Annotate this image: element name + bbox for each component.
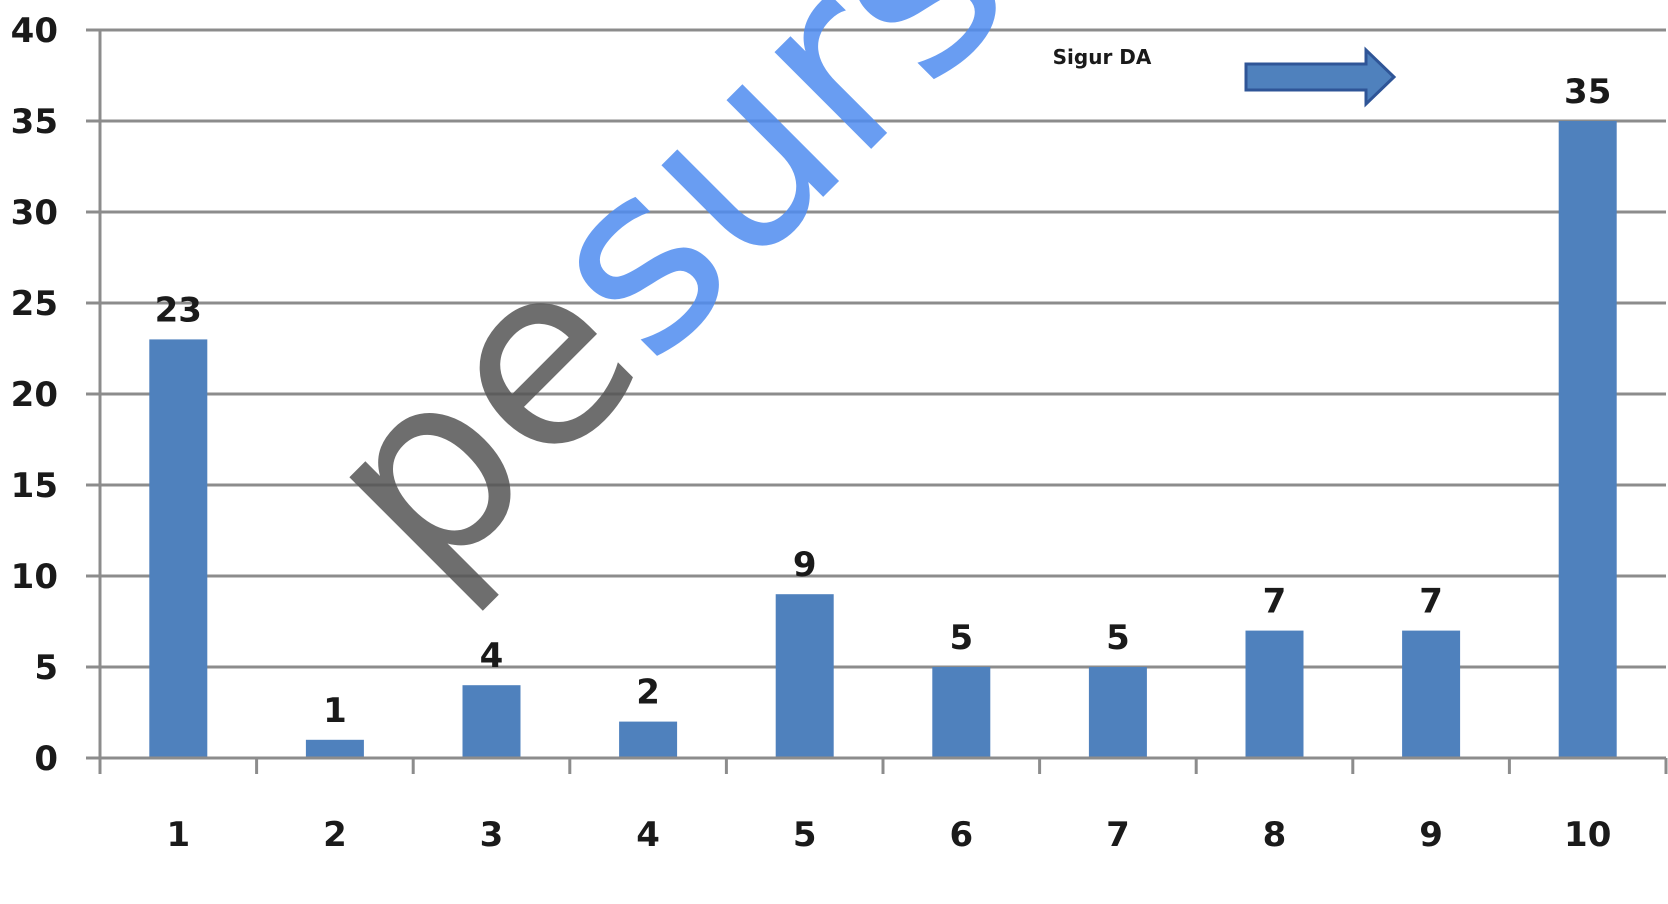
x-tick-label: 8 xyxy=(1263,815,1287,855)
bars xyxy=(149,121,1617,758)
bar xyxy=(775,594,834,758)
x-tick-label: 1 xyxy=(166,815,190,855)
watermark-text: pesurse xyxy=(266,0,1170,632)
x-tick-label: 7 xyxy=(1106,815,1130,855)
x-tick-label: 6 xyxy=(949,815,973,855)
y-tick-label: 25 xyxy=(11,284,58,324)
bar xyxy=(305,739,364,758)
y-tick-label: 30 xyxy=(11,193,58,233)
bar xyxy=(1402,630,1461,758)
bar xyxy=(149,339,208,758)
bar xyxy=(462,685,521,758)
data-label: 7 xyxy=(1419,582,1443,622)
x-tick-labels: 1 2 3 4 5 6 7 8 9 10 xyxy=(166,815,1611,855)
data-label: 1 xyxy=(323,691,347,731)
y-tick-label: 10 xyxy=(11,557,58,597)
y-tick-label: 20 xyxy=(11,375,58,415)
y-tick-label: 15 xyxy=(11,466,58,506)
watermark: pesurse xyxy=(266,0,1170,632)
y-tick-label: 5 xyxy=(34,648,58,688)
y-tick-label: 0 xyxy=(34,739,58,779)
y-tick-label: 35 xyxy=(11,102,58,142)
bar xyxy=(1088,667,1147,758)
data-label: 2 xyxy=(636,673,660,713)
data-label: 5 xyxy=(1106,618,1130,658)
right-arrow-icon xyxy=(1244,46,1397,108)
data-label: 9 xyxy=(793,545,817,585)
axes xyxy=(98,30,1668,774)
x-tick-label: 5 xyxy=(793,815,817,855)
data-label: 4 xyxy=(480,636,504,676)
annotation-label: Sigur DA xyxy=(1053,45,1152,69)
gridlines xyxy=(86,28,1666,760)
y-tick-label: 40 xyxy=(11,11,58,51)
x-tick-label: 2 xyxy=(323,815,347,855)
data-label: 35 xyxy=(1564,72,1611,112)
data-label: 7 xyxy=(1263,582,1287,622)
bar xyxy=(619,721,678,758)
data-label: 23 xyxy=(155,290,202,330)
x-tick-label: 4 xyxy=(636,815,660,855)
data-labels: 23 1 4 2 9 5 5 7 7 35 xyxy=(155,72,1612,731)
x-tick-label: 3 xyxy=(480,815,504,855)
data-label: 5 xyxy=(949,618,973,658)
y-tick-labels: 0 5 10 15 20 25 30 35 40 xyxy=(11,11,58,779)
bar xyxy=(932,667,991,758)
x-tick-label: 9 xyxy=(1419,815,1443,855)
bar xyxy=(1245,630,1304,758)
bar xyxy=(1558,121,1617,758)
x-tick-label: 10 xyxy=(1564,815,1611,855)
